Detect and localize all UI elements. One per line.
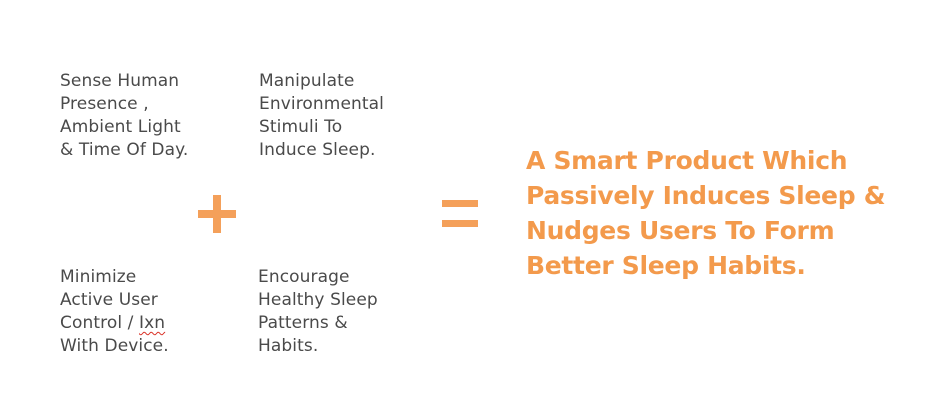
minimize-line-3-prefix: Control /: [60, 313, 139, 333]
plus-sign-icon: [198, 195, 236, 233]
encourage-line-2: Healthy Sleep: [258, 290, 378, 310]
minimize-line-2: Active User: [60, 290, 158, 310]
sense-line-2: Presence ,: [60, 94, 149, 114]
sense-line-4: & Time Of Day.: [60, 140, 189, 160]
sense-text-block: Sense Human Presence , Ambient Light & T…: [60, 70, 188, 162]
encourage-text-block: Encourage Healthy Sleep Patterns & Habit…: [258, 266, 378, 358]
result-line-3: Nudges Users To Form: [526, 216, 835, 245]
encourage-line-4: Habits.: [258, 336, 319, 356]
encourage-line-1: Encourage: [258, 267, 350, 287]
result-statement: A Smart Product Which Passively Induces …: [526, 143, 886, 283]
manipulate-line-2: Environmental: [259, 94, 384, 114]
result-line-2: Passively Induces Sleep &: [526, 181, 886, 210]
manipulate-line-1: Manipulate: [259, 71, 355, 91]
sense-line-1: Sense Human: [60, 71, 180, 91]
minimize-text-block: Minimize Active User Control / Ixn With …: [60, 266, 169, 358]
manipulate-line-4: Induce Sleep.: [259, 140, 376, 160]
manipulate-text-block: Manipulate Environmental Stimuli To Indu…: [259, 70, 384, 162]
encourage-line-3: Patterns &: [258, 313, 348, 333]
minimize-line-1: Minimize: [60, 267, 137, 287]
sense-line-3: Ambient Light: [60, 117, 181, 137]
minimize-line-4: With Device.: [60, 336, 169, 356]
manipulate-line-3: Stimuli To: [259, 117, 343, 137]
minimize-line-3: Control / Ixn: [60, 312, 169, 335]
result-line-4: Better Sleep Habits.: [526, 251, 806, 280]
spellcheck-flagged-word: Ixn: [139, 313, 166, 333]
equals-sign-icon: [442, 200, 478, 227]
result-line-1: A Smart Product Which: [526, 146, 848, 175]
